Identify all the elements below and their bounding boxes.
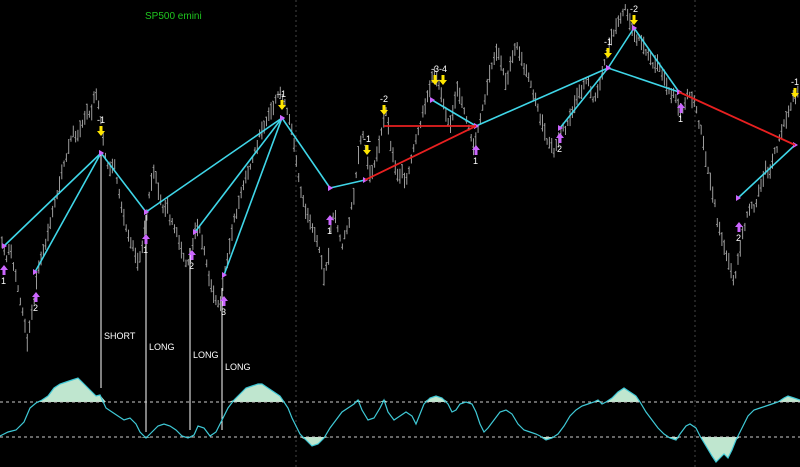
up-arrow-icon [220,296,228,306]
swing-marker [558,125,563,131]
swing-marker [33,269,38,275]
swing-line [145,117,283,213]
down-arrow-icon [791,88,799,98]
swing-line [737,144,796,199]
up-arrow-icon [32,292,40,302]
swing-marker [474,123,479,129]
down-arrow-label: -1 [604,37,612,47]
swing-line [475,67,609,127]
down-arrow-icon [380,105,388,115]
down-arrow-icon [363,145,371,155]
up-arrow-label: 1 [678,114,683,124]
swing-marker [606,65,611,71]
swing-marker [328,185,333,191]
oscillator-fill-lower [0,437,800,462]
up-arrow-icon [472,145,480,155]
swing-line [607,27,635,69]
swing-line [607,67,680,93]
signal-label: LONG [149,342,175,352]
up-arrow-label: 1 [1,276,6,286]
signal-label: LONG [193,350,219,360]
down-arrow-label: -1 [97,115,105,125]
down-arrow-label: -3 [431,64,439,74]
signal-label: SHORT [104,331,136,341]
swing-arrows: -1 -1 -1 -2 -3 -4 -1 -2 -1 1 2 1 2 3 1 1 2 1 2 [0,4,799,317]
swing-marker [2,243,7,249]
signal-verticals: SHORT LONG LONG LONG [100,155,251,432]
down-arrow-label: -2 [380,94,388,104]
swing-marker [430,97,435,103]
swing-marker [222,272,227,278]
up-arrow-icon [188,250,196,260]
price-series [0,4,799,352]
up-arrow-label: 1 [143,245,148,255]
down-arrow-icon [604,48,612,58]
down-arrow-icon [630,15,638,25]
chart-title: SP500 emini [145,11,202,22]
up-arrow-label: 2 [557,144,562,154]
down-arrow-label: -1 [278,89,286,99]
down-arrow-label: -1 [791,77,799,87]
swing-marker [793,142,798,148]
divergence-lines [364,91,796,181]
up-arrow-icon [142,234,150,244]
swing-lines [2,25,798,278]
down-arrow-label: -4 [439,64,447,74]
swing-line [223,117,283,276]
swing-marker [736,195,741,201]
swing-marker [632,25,637,31]
swing-line [3,152,102,247]
swing-marker [280,115,285,121]
down-arrow-label: -1 [363,134,371,144]
down-arrow-icon [431,75,439,85]
swing-line [281,117,331,189]
up-arrow-icon [0,265,8,275]
swing-marker [144,209,149,215]
swing-marker [193,229,198,235]
up-arrow-label: 1 [473,156,478,166]
up-arrow-label: 2 [189,261,194,271]
swing-line [559,67,609,129]
divergence-line [678,91,796,146]
up-arrow-label: 2 [736,233,741,243]
down-arrow-icon [278,100,286,110]
down-arrow-icon [439,75,447,85]
oscillator-panel [0,377,800,463]
swing-marker [99,150,104,156]
swing-line [194,117,283,233]
divergence-line [364,125,477,181]
down-arrow-label: -2 [630,4,638,14]
swing-line [100,152,147,213]
signal-label: LONG [225,362,251,372]
up-arrow-label: 1 [327,226,332,236]
swing-line [633,27,680,93]
swing-line [431,99,477,127]
swing-line [34,152,102,273]
up-arrow-icon [677,103,685,113]
up-arrow-label: 2 [33,303,38,313]
up-arrow-label: 3 [221,307,226,317]
swing-line [329,179,366,189]
up-arrow-icon [735,222,743,232]
up-arrow-icon [556,133,564,143]
oscillator-line [0,377,800,463]
down-arrow-icon [97,126,105,136]
up-arrow-icon [326,215,334,225]
